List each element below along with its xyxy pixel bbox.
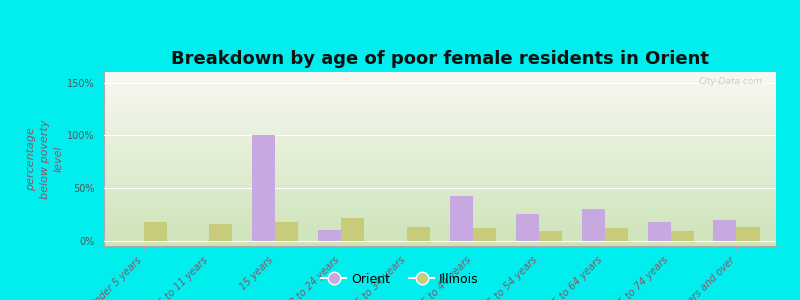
- Bar: [407, 227, 430, 241]
- Bar: [605, 228, 628, 241]
- Y-axis label: percentage
below poverty
level: percentage below poverty level: [26, 119, 64, 199]
- Bar: [450, 196, 473, 241]
- Bar: [252, 135, 275, 241]
- Text: City-Data.com: City-Data.com: [698, 77, 762, 86]
- Title: Breakdown by age of poor female residents in Orient: Breakdown by age of poor female resident…: [171, 50, 709, 68]
- Legend: Orient, Illinois: Orient, Illinois: [316, 268, 484, 291]
- Bar: [318, 230, 341, 241]
- Bar: [341, 218, 364, 241]
- Bar: [473, 228, 496, 241]
- Bar: [582, 209, 605, 241]
- Bar: [516, 214, 539, 241]
- Bar: [737, 227, 759, 241]
- Bar: [539, 231, 562, 241]
- Bar: [143, 222, 166, 241]
- Bar: [714, 220, 737, 241]
- Bar: [670, 231, 694, 241]
- Bar: [647, 222, 670, 241]
- Bar: [275, 222, 298, 241]
- Bar: [210, 224, 233, 241]
